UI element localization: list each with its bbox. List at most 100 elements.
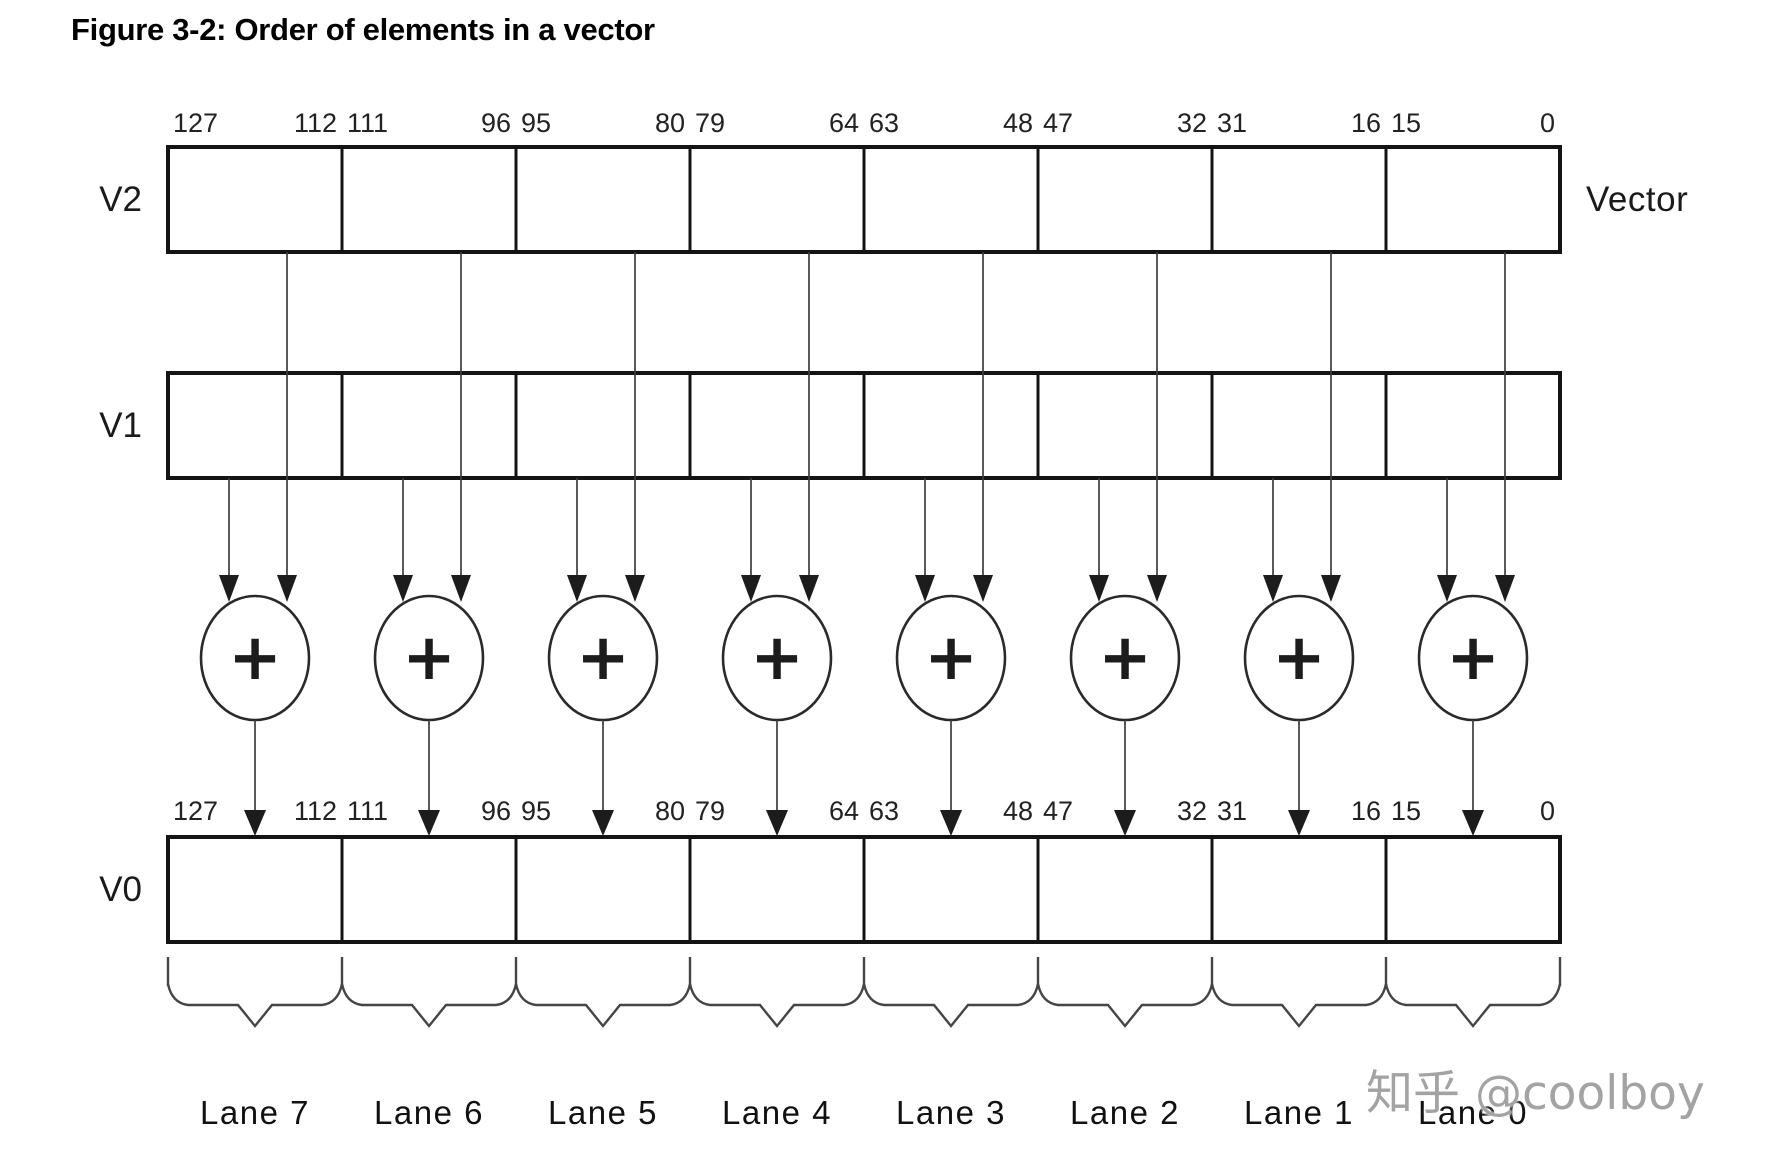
plus-operator: + (402, 621, 456, 695)
bit-lo-label: 0 (1539, 108, 1555, 138)
arrowhead-icon (1437, 575, 1457, 602)
bit-lo-label: 96 (480, 796, 511, 826)
arrowhead-icon (1495, 575, 1515, 602)
bit-lo-label: 80 (654, 108, 685, 138)
plus-operator: + (1446, 621, 1500, 695)
bit-hi-label: 15 (1391, 108, 1422, 138)
lane-label: Lane 6 (374, 1094, 484, 1131)
arrowhead-icon (799, 575, 819, 602)
lane-label: Lane 4 (722, 1094, 832, 1131)
plus-operator: + (1272, 621, 1326, 695)
lane-brace (514, 983, 692, 1028)
bit-hi-label: 31 (1217, 796, 1248, 826)
lane-label: Lane 0 (1418, 1094, 1528, 1131)
bit-hi-label: 63 (869, 108, 900, 138)
lane-brace (1036, 983, 1214, 1028)
segment-dividers (340, 147, 1388, 942)
arrowhead-icon (741, 575, 761, 602)
arrowhead-icon (393, 575, 413, 602)
arrowhead-icon (1263, 575, 1283, 602)
register-label-v0: V0 (99, 870, 142, 909)
arrowhead-icon (219, 575, 239, 602)
bit-lo-label: 16 (1350, 796, 1381, 826)
lane-brace (166, 983, 344, 1028)
lane-brace (1210, 983, 1388, 1028)
bit-lo-label: 0 (1539, 796, 1555, 826)
lane-label: Lane 7 (200, 1094, 310, 1131)
bit-hi-label: 111 (347, 796, 389, 826)
plus-operator: + (924, 621, 978, 695)
bit-hi-label: 15 (1391, 796, 1422, 826)
register-label-v2: V2 (99, 180, 142, 219)
bit-lo-label: 48 (1002, 796, 1033, 826)
bit-index-row-top: 127 112 111 96 95 80 79 64 63 48 47 32 31 16 15… (0, 106, 1792, 140)
bit-lo-label: 32 (1176, 796, 1207, 826)
bit-lo-label: 64 (828, 796, 859, 826)
bit-index-row-bottom: 127 112 111 96 95 80 79 64 63 48 47 32 31 16 15… (0, 794, 1792, 828)
adder-lane-3 (895, 252, 1007, 836)
lane-brace (862, 983, 1040, 1028)
adder-lane-5 (547, 252, 659, 836)
plus-operator: + (1098, 621, 1152, 695)
bit-lo-label: 112 (293, 796, 337, 826)
bit-lo-label: 16 (1350, 108, 1381, 138)
bit-lo-label: 96 (480, 108, 511, 138)
arrowhead-icon (244, 810, 266, 836)
bit-lo-label: 112 (293, 108, 337, 138)
bit-hi-label: 79 (695, 796, 726, 826)
adder-lane-0 (1417, 252, 1529, 836)
adder-lane-6 (373, 252, 485, 836)
bit-lo-label: 32 (1176, 108, 1207, 138)
bit-hi-label: 31 (1217, 108, 1248, 138)
arrowhead-icon (592, 810, 614, 836)
bit-hi-label: 47 (1043, 796, 1074, 826)
plus-operator: + (750, 621, 804, 695)
bit-hi-label: 95 (521, 108, 552, 138)
bit-lo-label: 80 (654, 796, 685, 826)
lane-brace (1384, 983, 1562, 1028)
arrowhead-icon (277, 575, 297, 602)
adder-lane-4 (721, 252, 833, 836)
bit-lo-label: 64 (828, 108, 859, 138)
arrowhead-icon (567, 575, 587, 602)
arrowhead-icon (973, 575, 993, 602)
register-label-v1: V1 (99, 406, 142, 445)
arrowhead-icon (1288, 810, 1310, 836)
arrowhead-icon (625, 575, 645, 602)
bit-hi-label: 95 (521, 796, 552, 826)
watermark: 知乎 @coolboy (1366, 1066, 1705, 1121)
bit-hi-label: 79 (695, 108, 726, 138)
lane-label: Lane 5 (548, 1094, 658, 1131)
bit-hi-label: 127 (173, 108, 219, 138)
lane-brace (340, 983, 518, 1028)
lane-braces (166, 957, 1562, 1028)
vector-annotation: Vector (1586, 180, 1689, 219)
lane-label: Lane 2 (1070, 1094, 1180, 1131)
adder-lane-2 (1069, 252, 1181, 836)
arrowhead-icon (1114, 810, 1136, 836)
arrowhead-icon (766, 810, 788, 836)
arrowhead-icon (915, 575, 935, 602)
bit-hi-label: 47 (1043, 108, 1074, 138)
bit-hi-label: 127 (173, 796, 219, 826)
arrowhead-icon (1321, 575, 1341, 602)
lane-brace (688, 983, 866, 1028)
figure-title: Figure 3-2: Order of elements in a vecto… (71, 12, 655, 47)
bit-lo-label: 48 (1002, 108, 1033, 138)
arrowhead-icon (451, 575, 471, 602)
arrowhead-icon (940, 810, 962, 836)
plus-operator: + (228, 621, 282, 695)
adder-lane-1 (1243, 252, 1355, 836)
lane-label: Lane 3 (896, 1094, 1006, 1131)
arrowhead-icon (1089, 575, 1109, 602)
arrowhead-icon (418, 810, 440, 836)
lane-label: Lane 1 (1244, 1094, 1354, 1131)
plus-operator: + (576, 621, 630, 695)
arrowhead-icon (1462, 810, 1484, 836)
arrowhead-icon (1147, 575, 1167, 602)
adder-lane-7 (199, 252, 311, 836)
bit-hi-label: 63 (869, 796, 900, 826)
bit-hi-label: 111 (347, 108, 389, 138)
